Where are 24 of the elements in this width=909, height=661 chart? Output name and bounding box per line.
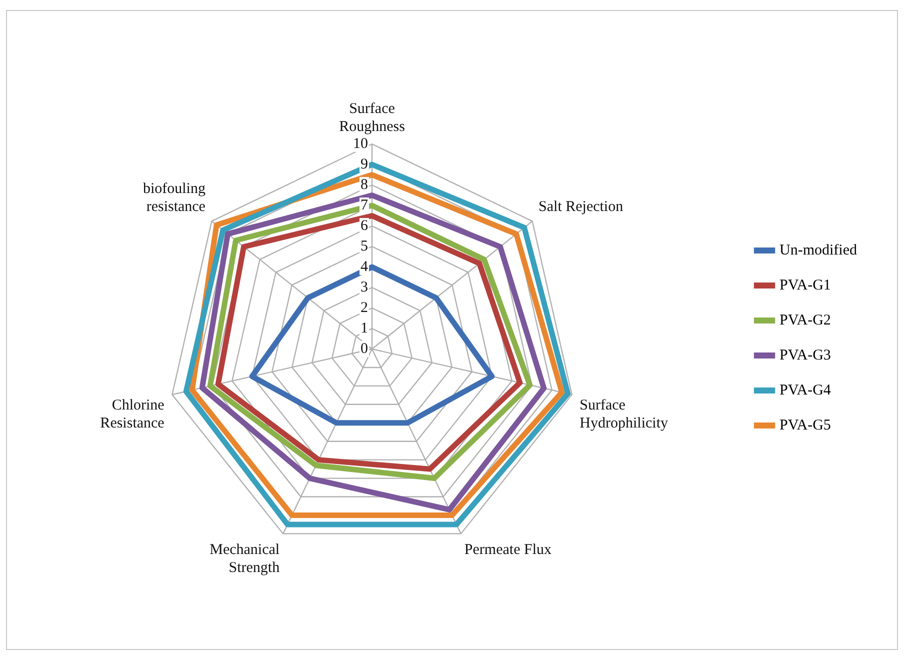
legend-label: PVA-G4	[780, 382, 832, 398]
spoke-label: Mechanical Strength	[210, 542, 280, 576]
y-tick-label: 2	[360, 300, 368, 316]
y-tick-label: 0	[360, 340, 368, 357]
spoke-label: biofouling resistance	[142, 181, 206, 216]
spoke-label: Surface Roughness	[339, 100, 406, 135]
legend-label: PVA-G5	[780, 417, 831, 434]
legend-label: Un-modified	[780, 242, 858, 258]
y-tick-label: 4	[360, 258, 368, 275]
legend-label: PVA-G3	[780, 347, 831, 364]
y-tick-label: 9	[360, 156, 368, 172]
spoke-label: Salt Rejection	[538, 199, 624, 216]
legend-label: PVA-G1	[780, 277, 831, 294]
legend-label: PVA-G2	[780, 312, 831, 328]
spoke-label: Surface Hydrophilicity	[580, 397, 668, 432]
y-tick-label: 7	[360, 197, 368, 214]
y-tick-label: 1	[360, 320, 368, 336]
spoke-label: Chlorine Resistance	[100, 397, 165, 432]
y-tick-label: 8	[360, 176, 368, 193]
y-tick-label: 10	[353, 136, 368, 152]
y-tick-label: 3	[360, 279, 368, 296]
y-tick-label: 6	[360, 218, 368, 234]
spoke-label: Permeate Flux	[464, 542, 552, 558]
y-tick-label: 5	[360, 238, 368, 254]
